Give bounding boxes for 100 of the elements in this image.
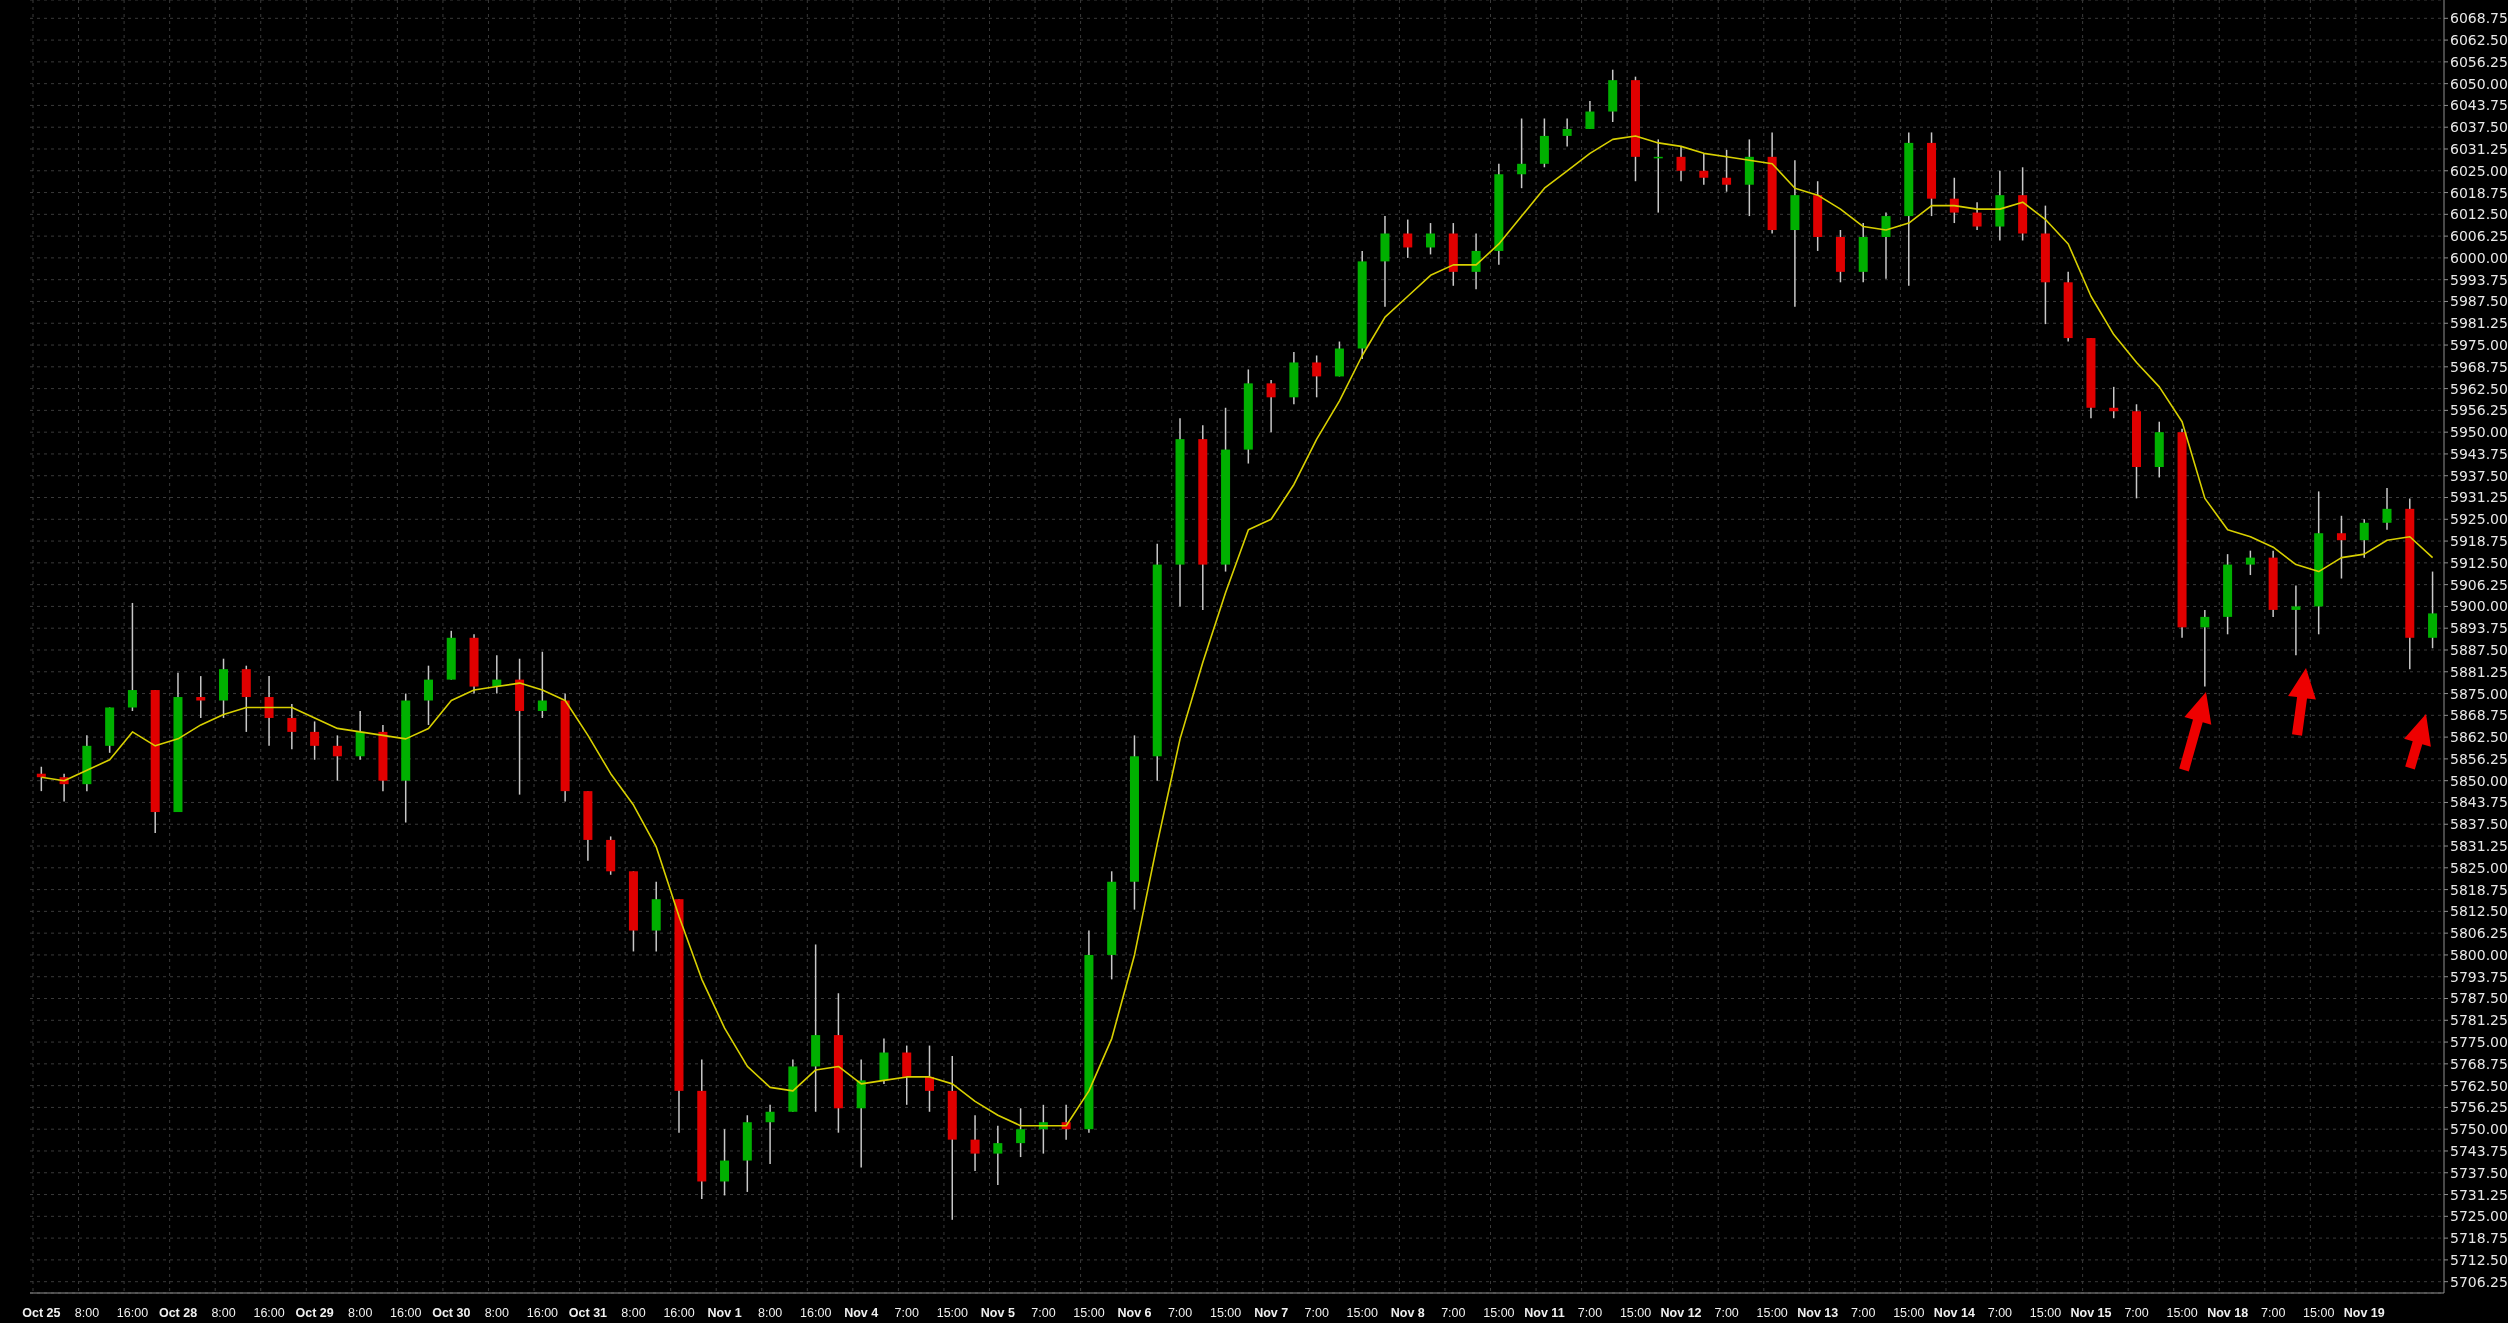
- x-tick-label: Nov 11: [1524, 1306, 1565, 1320]
- candlestick: [2200, 609, 2210, 688]
- x-tick-label: 8:00: [348, 1306, 373, 1320]
- x-tick-label: 7:00: [1031, 1306, 1056, 1320]
- candlestick: [310, 720, 320, 761]
- x-tick-label: 15:00: [2303, 1306, 2335, 1320]
- x-tick-label: 15:00: [1619, 1306, 1652, 1320]
- x-tick-label: 7:00: [1167, 1306, 1193, 1320]
- x-tick-label: 7:00: [1714, 1306, 1739, 1320]
- x-tick-label: 7:00: [1441, 1306, 1466, 1320]
- y-tick-label: 5918.75: [2450, 533, 2508, 550]
- y-tick-label: 5762.50: [2450, 1077, 2508, 1094]
- candlestick: [2291, 584, 2301, 656]
- candlestick: [332, 734, 342, 782]
- y-tick-label: 5981.25: [2450, 315, 2508, 332]
- candlestick: [1016, 1107, 1026, 1158]
- x-tick-label: Nov 12: [1660, 1306, 1702, 1320]
- y-tick-label: 5987.50: [2450, 293, 2508, 310]
- y-tick-label: 5931.25: [2450, 489, 2508, 506]
- y-tick-label: 6018.75: [2450, 184, 2508, 201]
- y-tick-label: 6000.00: [2450, 249, 2508, 266]
- x-tick-label: 15:00: [1756, 1306, 1788, 1320]
- x-tick-label: Nov 8: [1390, 1306, 1425, 1320]
- candlestick: [127, 602, 137, 712]
- x-tick-label: 15:00: [2166, 1306, 2198, 1320]
- candlestick: [1403, 218, 1413, 259]
- y-tick-label: 6068.75: [2450, 10, 2508, 27]
- y-tick-label: 5750.00: [2450, 1121, 2508, 1138]
- x-tick-label: Oct 31: [568, 1306, 608, 1320]
- y-tick-label: 5800.00: [2450, 946, 2508, 963]
- x-tick-label: Nov 5: [980, 1306, 1015, 1320]
- candlestick: [925, 1044, 934, 1113]
- candlestick: [1266, 379, 1276, 433]
- y-tick-label: 6012.50: [2450, 206, 2508, 223]
- y-tick-label: 5737.50: [2450, 1164, 2508, 1181]
- y-tick-label: 5812.50: [2450, 903, 2508, 920]
- y-tick-label: 5925.00: [2450, 511, 2508, 528]
- y-tick-label: 5718.75: [2450, 1230, 2508, 1247]
- x-tick-label: Nov 6: [1117, 1306, 1152, 1320]
- x-tick-label: 15:00: [1893, 1306, 1925, 1320]
- candlestick: [1312, 354, 1322, 399]
- y-tick-label: 5862.50: [2450, 729, 2508, 746]
- x-tick-label: 16:00: [663, 1306, 695, 1320]
- candlestick: [720, 1128, 730, 1197]
- x-tick-label: 16:00: [390, 1306, 422, 1320]
- y-tick-label: 5768.75: [2450, 1055, 2508, 1072]
- y-tick-label: 5850.00: [2450, 772, 2508, 789]
- x-tick-label: 16:00: [253, 1306, 285, 1320]
- x-tick-label: 7:00: [894, 1306, 919, 1320]
- candlestick: [765, 1104, 775, 1165]
- y-tick-label: 5943.75: [2450, 445, 2508, 462]
- y-tick-label: 5787.50: [2450, 990, 2508, 1007]
- x-tick-label: 8:00: [757, 1306, 783, 1320]
- x-tick-label: 15:00: [2029, 1306, 2062, 1320]
- x-tick-label: 8:00: [74, 1306, 100, 1320]
- candlestick: [993, 1124, 1003, 1186]
- x-tick-label: 16:00: [800, 1306, 832, 1320]
- y-tick-label: 5793.75: [2450, 968, 2508, 985]
- y-tick-label: 6006.25: [2450, 228, 2508, 245]
- y-tick-label: 5775.00: [2450, 1034, 2508, 1051]
- x-tick-label: Oct 30: [432, 1306, 471, 1320]
- y-tick-label: 5887.50: [2450, 641, 2508, 658]
- x-tick-label: Nov 7: [1254, 1306, 1289, 1320]
- candlestick: [264, 675, 274, 747]
- y-tick-label: 5743.75: [2450, 1142, 2508, 1159]
- candlestick: [287, 703, 297, 751]
- x-tick-label: 15:00: [1073, 1306, 1105, 1320]
- x-tick-label: 8:00: [621, 1306, 646, 1320]
- x-tick-label: Nov 18: [2207, 1306, 2249, 1320]
- y-tick-label: 6031.25: [2450, 140, 2508, 157]
- x-tick-label: 8:00: [484, 1306, 510, 1320]
- y-tick-label: 6037.50: [2450, 119, 2508, 136]
- x-tick-label: 8:00: [211, 1306, 236, 1320]
- candlestick: [1426, 222, 1436, 256]
- y-tick-label: 5856.25: [2450, 750, 2508, 767]
- candlestick: [1722, 149, 1732, 193]
- y-tick-label: 5806.25: [2450, 925, 2508, 942]
- x-tick-label: 15:00: [1346, 1306, 1378, 1320]
- y-tick-label: 5868.75: [2450, 707, 2508, 724]
- candlestick: [1585, 100, 1595, 130]
- candlestick: [1562, 117, 1572, 148]
- x-tick-label: Nov 13: [1797, 1306, 1839, 1320]
- x-tick-label: 15:00: [1483, 1306, 1515, 1320]
- x-tick-label: Nov 15: [2070, 1306, 2112, 1320]
- x-tick-label: Nov 19: [2343, 1306, 2385, 1320]
- y-tick-label: 5825.00: [2450, 859, 2508, 876]
- x-tick-label: Oct 28: [158, 1306, 198, 1320]
- y-tick-label: 5881.25: [2450, 663, 2508, 680]
- y-tick-label: 6043.75: [2450, 97, 2508, 114]
- y-tick-label: 5937.50: [2450, 467, 2508, 484]
- y-tick-label: 5781.25: [2450, 1012, 2508, 1029]
- candlestick: [2382, 487, 2392, 531]
- candlestick: [2245, 549, 2255, 576]
- candlestick: [1699, 152, 1709, 186]
- candlestick: [2359, 518, 2369, 559]
- candlestick: [970, 1114, 980, 1172]
- x-tick-label: 15:00: [936, 1306, 969, 1320]
- y-tick-label: 5712.50: [2450, 1251, 2508, 1268]
- x-tick-label: 7:00: [1577, 1306, 1603, 1320]
- candlestick: [196, 675, 206, 719]
